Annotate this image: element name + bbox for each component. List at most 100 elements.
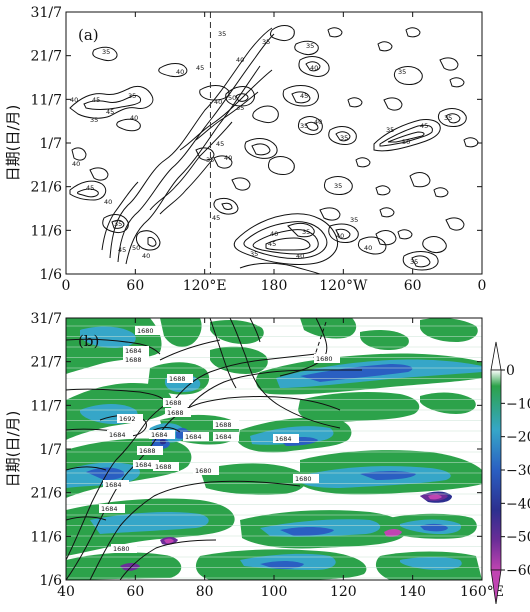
panel-a-label: (a) <box>78 26 99 44</box>
contour-label: 1684 <box>151 431 168 439</box>
x-tick-label: 60 <box>126 278 144 294</box>
panel-b-ylabel: 日期(日/月) <box>4 411 22 488</box>
contour-label: 35 <box>90 116 98 124</box>
contour-label: 40 <box>142 252 150 260</box>
colorbar-tick-label: −40 <box>506 496 530 512</box>
y-tick-label: 31/7 <box>31 5 62 21</box>
y-tick-label: 11/7 <box>31 398 62 414</box>
contour-label: 40 <box>176 68 184 76</box>
y-tick-label: 21/6 <box>31 180 63 196</box>
y-tick-label: 21/7 <box>31 49 62 65</box>
colorbar-tick-label: −60 <box>506 563 530 579</box>
panel-b-shading <box>66 318 482 580</box>
contour-label: 35 <box>350 216 358 224</box>
panel-a-contours <box>69 25 479 274</box>
contour-label: 1684 <box>109 431 126 439</box>
contour-label: 45 <box>118 246 126 254</box>
contour-label: 40 <box>72 160 80 168</box>
contour-label: 40 <box>364 244 372 252</box>
y-tick-label: 21/7 <box>31 355 62 371</box>
contour-label: 1684 <box>275 435 292 443</box>
contour-label: 40 <box>130 114 138 122</box>
contour-label: 35 <box>340 134 348 142</box>
contour-label: 35 <box>236 104 244 112</box>
contour-label: 1684 <box>185 433 202 441</box>
panel-b-axes: 40 60 80 100 120 140 160°E 1/6 11/6 21/6 1/7 11/7 21… <box>31 311 504 600</box>
contour-label: 45 <box>300 92 308 100</box>
colorbar-tick-label: 0 <box>506 363 515 379</box>
panel-a: 40 45 35 40 45 35 35 40 45 40 45 40 35 5… <box>4 5 486 294</box>
contour-label: 1684 <box>215 433 232 441</box>
contour-label: 40 <box>314 118 322 126</box>
contour-label: 40 <box>224 154 232 162</box>
contour-label: 1680 <box>295 475 312 483</box>
colorbar-tick-label: −20 <box>506 430 530 446</box>
panel-a-contour-labels: 40 45 35 40 45 35 35 40 45 40 45 40 35 5… <box>70 30 452 266</box>
panel-b-contour-labels: 1680 1684 1688 1688 1688 1688 1692 1688 … <box>99 326 340 553</box>
contour-label: 1684 <box>125 347 142 355</box>
y-tick-label: 1/7 <box>39 136 62 152</box>
x-tick-label: 140 <box>399 584 426 600</box>
y-tick-label: 11/7 <box>31 92 62 108</box>
y-tick-label: 1/7 <box>39 442 62 458</box>
x-tick-label: 60 <box>404 278 422 294</box>
x-tick-label: 120°W <box>319 278 368 294</box>
contour-label: 1684 <box>105 481 122 489</box>
contour-label: 1684 <box>101 505 118 513</box>
contour-label: 40 <box>310 64 318 72</box>
contour-label: 35 <box>128 92 136 100</box>
contour-label: 35 <box>262 38 270 46</box>
contour-label: 1688 <box>139 447 156 455</box>
colorbar-tick-label: −50 <box>506 530 530 546</box>
contour-label: 35 <box>102 48 110 56</box>
contour-label: 45 <box>212 214 220 222</box>
contour-label: 1688 <box>215 421 232 429</box>
contour-label: 35 <box>206 156 214 164</box>
contour-label: 40 <box>236 56 244 64</box>
colorbar-bottom-tip <box>490 569 502 605</box>
x-tick-label: 40 <box>57 584 75 600</box>
y-tick-label: 21/6 <box>31 486 63 502</box>
contour-label: 45 <box>92 96 100 104</box>
contour-label: 35 <box>386 126 394 134</box>
colorbar-ticks: 0 −10 −20 −30 −40 −50 −60 <box>501 363 530 579</box>
contour-label: 45 <box>106 108 114 116</box>
y-tick-label: 1/6 <box>39 573 62 589</box>
contour-label: 40 <box>70 96 78 104</box>
contour-label: 45 <box>420 122 428 130</box>
contour-label: 35 <box>114 220 122 228</box>
contour-label: 50 <box>132 244 140 252</box>
x-tick-label: 180 <box>261 278 288 294</box>
contour-label: 1680 <box>316 355 333 363</box>
x-tick-label: 0 <box>478 278 487 294</box>
contour-label: 40 <box>104 198 112 206</box>
contour-label: 45 <box>86 184 94 192</box>
contour-label: 1692 <box>119 415 136 423</box>
x-tick-label: 120 <box>330 584 357 600</box>
panel-a-ylabel: 日期(日/月) <box>4 105 22 182</box>
y-tick-label: 11/6 <box>31 223 63 239</box>
x-tick-label: 80 <box>196 584 214 600</box>
contour-label: 35 <box>444 114 452 122</box>
x-tick-label: 160°E <box>460 584 504 600</box>
contour-label: 1688 <box>167 409 184 417</box>
contour-label: 1688 <box>125 356 142 364</box>
contour-label: 1688 <box>169 375 186 383</box>
x-tick-label: 60 <box>126 584 144 600</box>
contour-label: 35 <box>410 258 418 266</box>
contour-label: 45 <box>268 240 276 248</box>
contour-label: 40 <box>214 98 222 106</box>
panel-a-axes: 0 60 120°E 180 120°W 60 01/611/621/61/711/721/… <box>31 5 487 294</box>
contour-label: 50 <box>228 94 236 102</box>
contour-label: 1680 <box>113 545 130 553</box>
panel-b-label: (b) <box>78 332 99 350</box>
contour-label: 40 <box>336 232 344 240</box>
y-tick-label: 1/6 <box>39 267 62 283</box>
x-tick-label: 0 <box>62 278 71 294</box>
contour-label: 1684 <box>135 461 152 469</box>
contour-label: 50 <box>402 138 410 146</box>
contour-label: 35 <box>218 30 226 38</box>
colorbar-tick-label: −30 <box>506 463 530 479</box>
contour-label: 35 <box>300 122 308 130</box>
